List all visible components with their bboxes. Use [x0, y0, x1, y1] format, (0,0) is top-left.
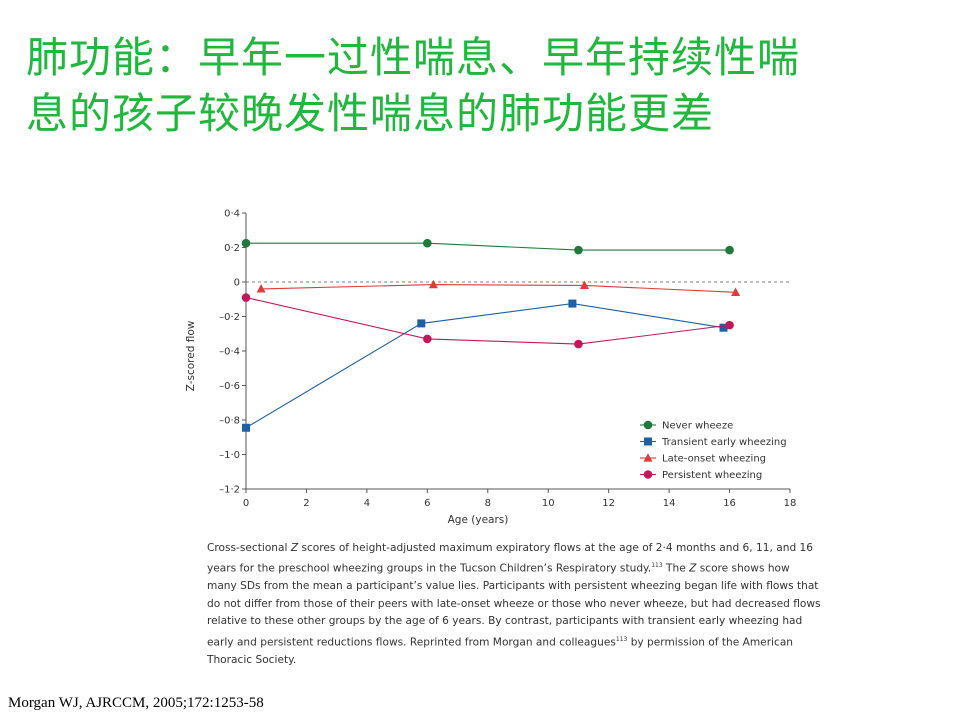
lung-function-chart: 0·40·20–0·2–0·4–0·6–0·8–1·0–1·20 2 4 6 8 10 12… [170, 200, 810, 535]
slide-title: 肺功能：早年一过性喘息、早年持续性喘 息的孩子较晚发性喘息的肺功能更差 [26, 30, 936, 142]
series-line-1 [246, 304, 724, 428]
data-point-series-0 [574, 246, 583, 255]
caption-ref2: 113 [616, 636, 627, 643]
x-tick-label: 14 [663, 498, 676, 509]
data-point-series-1 [417, 319, 425, 327]
citation: Morgan WJ, AJRCCM, 2005;172:1253-58 [8, 695, 264, 712]
legend-marker [644, 470, 653, 479]
x-tick-label: 16 [723, 498, 736, 509]
data-point-series-1 [242, 424, 250, 432]
x-tick-label: 6 [424, 498, 430, 509]
x-tick-label: 8 [485, 498, 491, 509]
figure-caption: Cross-sectional Z scores of height-adjus… [207, 540, 822, 669]
legend-label: Persistent wheezing [662, 470, 762, 481]
legend-marker [644, 453, 653, 461]
y-tick-label: –0·8 [219, 416, 240, 427]
y-tick-label: –0·2 [219, 312, 240, 323]
x-tick-label: 0 [243, 498, 249, 509]
series-line-3 [246, 298, 730, 345]
legend-marker [644, 421, 653, 430]
caption-part3: The [663, 563, 689, 575]
y-tick-label: –0·6 [219, 381, 240, 392]
y-tick-label: 0·2 [224, 243, 240, 254]
slide-title-line2: 息的孩子较晚发性喘息的肺功能更差 [26, 86, 936, 142]
y-tick-label: –0·4 [219, 347, 240, 358]
data-point-series-3 [242, 293, 251, 302]
caption-part1: Cross-sectional [207, 542, 291, 554]
series-line-2 [261, 285, 735, 293]
data-point-series-2 [580, 281, 589, 289]
x-tick-label: 18 [784, 498, 797, 509]
data-point-series-1 [568, 300, 576, 308]
legend-label: Never wheeze [662, 421, 733, 432]
x-tick-label: 4 [364, 498, 370, 509]
y-tick-label: 0 [234, 278, 240, 289]
data-point-series-2 [429, 280, 438, 288]
y-tick-label: –1·0 [219, 450, 240, 461]
legend-marker [644, 438, 652, 446]
x-axis-label: Age (years) [448, 514, 509, 526]
y-axis-label: Z-scored flow [185, 320, 197, 391]
data-point-series-3 [574, 340, 583, 349]
data-point-series-3 [423, 335, 432, 344]
data-point-series-0 [242, 239, 251, 248]
series-line-0 [246, 243, 730, 250]
x-tick-label: 12 [602, 498, 615, 509]
y-tick-label: –1·2 [219, 485, 240, 496]
legend-label: Late-onset wheezing [662, 454, 766, 465]
legend-label: Transient early wheezing [661, 437, 787, 448]
caption-ref1: 113 [651, 562, 662, 569]
x-tick-label: 10 [542, 498, 555, 509]
data-point-series-3 [725, 321, 734, 330]
slide-title-line1: 肺功能：早年一过性喘息、早年持续性喘 [26, 30, 936, 86]
caption-z: Z [291, 542, 298, 554]
data-point-series-0 [725, 246, 734, 255]
x-tick-label: 2 [303, 498, 309, 509]
y-tick-label: 0·4 [224, 209, 240, 220]
data-point-series-0 [423, 239, 432, 248]
